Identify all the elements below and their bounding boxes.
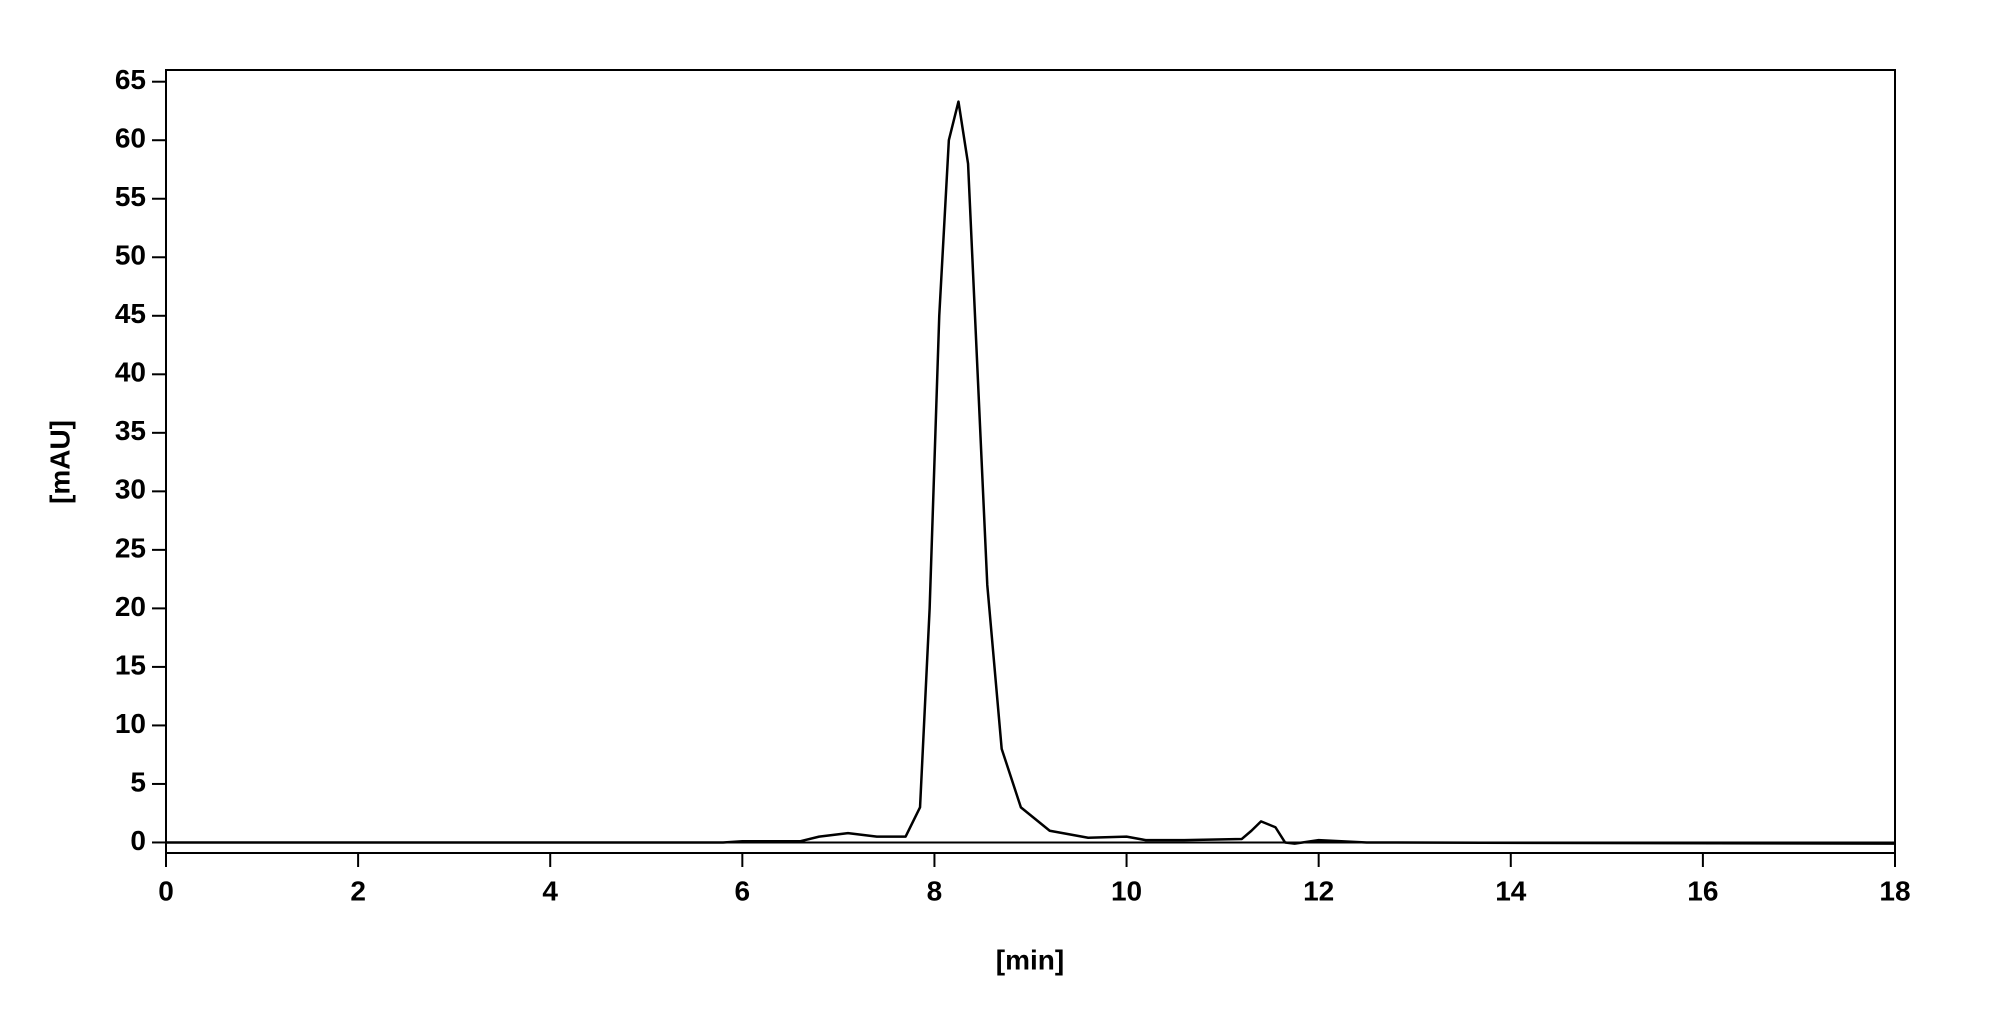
y-tick-label: 15 xyxy=(115,649,146,680)
x-tick-label: 0 xyxy=(158,875,174,906)
x-tick-label: 14 xyxy=(1495,875,1527,906)
x-tick-label: 18 xyxy=(1879,875,1910,906)
y-tick-label: 55 xyxy=(115,181,146,212)
trace-line xyxy=(166,100,1896,845)
x-tick-label: 4 xyxy=(542,875,558,906)
y-tick-label: 10 xyxy=(115,708,146,739)
y-tick-label: 40 xyxy=(115,357,146,388)
y-axis-label: [mAU] xyxy=(44,420,75,504)
x-tick-label: 6 xyxy=(735,875,751,906)
y-tick-label: 35 xyxy=(115,415,146,446)
x-tick-label: 16 xyxy=(1687,875,1718,906)
y-tick-label: 60 xyxy=(115,123,146,154)
x-tick-label: 2 xyxy=(350,875,366,906)
y-tick-label: 50 xyxy=(115,240,146,271)
x-tick-label: 8 xyxy=(927,875,943,906)
y-tick-label: 20 xyxy=(115,591,146,622)
x-tick-label: 10 xyxy=(1111,875,1142,906)
plot-frame xyxy=(165,69,1896,854)
y-tick-label: 45 xyxy=(115,298,146,329)
y-tick-label: 5 xyxy=(130,766,146,797)
y-tick-label: 65 xyxy=(115,64,146,95)
x-tick-label: 12 xyxy=(1303,875,1334,906)
y-tick-label: 30 xyxy=(115,474,146,505)
y-tick-label: 25 xyxy=(115,532,146,563)
x-axis-label: [min] xyxy=(996,944,1064,975)
y-tick-label: 0 xyxy=(130,825,146,856)
